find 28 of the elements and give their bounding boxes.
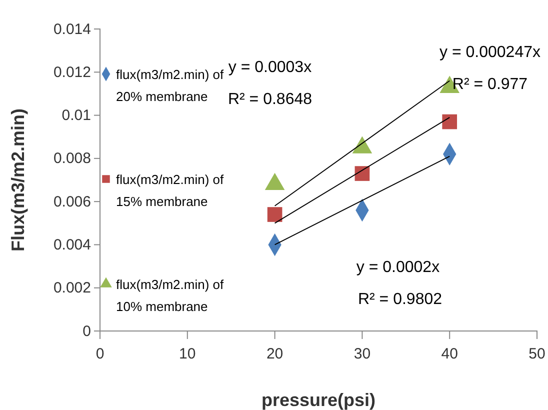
y-tick-label: 0.01 [62, 107, 91, 124]
annotation: R² = 0.977 [452, 76, 528, 93]
y-tick-label: 0.012 [53, 64, 91, 81]
x-tick-label: 20 [266, 346, 284, 362]
y-axis-title: Flux(m3/m2.min) [8, 108, 28, 252]
y-tick-label: 0.006 [53, 193, 91, 210]
y-tick-label: 0 [82, 322, 91, 340]
annotation: R² = 0.9802 [358, 291, 442, 308]
legend-label: flux(m3/m2.min) of 10% membrane [116, 277, 224, 314]
legend-label: flux(m3/m2.min) of 20% membrane [116, 67, 224, 104]
annotation: y = 0.0002x [356, 259, 440, 276]
y-tick-label: 0.004 [53, 236, 91, 254]
x-tick-label: 10 [179, 346, 196, 362]
x-tick-label: 40 [441, 346, 458, 362]
x-tick-label: 30 [354, 346, 371, 362]
legend-label: flux(m3/m2.min) of 15% membrane [116, 172, 224, 210]
annotation: y = 0.0003x [228, 59, 312, 76]
y-tick-label: 0.014 [53, 20, 91, 38]
x-tick-label: 0 [96, 346, 104, 362]
point [442, 114, 458, 130]
x-tick-label: 50 [528, 346, 546, 362]
x-axis-title: pressure(psi) [261, 390, 376, 410]
point [267, 207, 282, 222]
y-tick-label: 0.008 [53, 150, 91, 168]
annotation: R² = 0.8648 [228, 91, 312, 108]
point [354, 166, 370, 181]
y-tick-label: 0.002 [53, 280, 91, 297]
annotation: y = 0.000247x [440, 44, 540, 61]
